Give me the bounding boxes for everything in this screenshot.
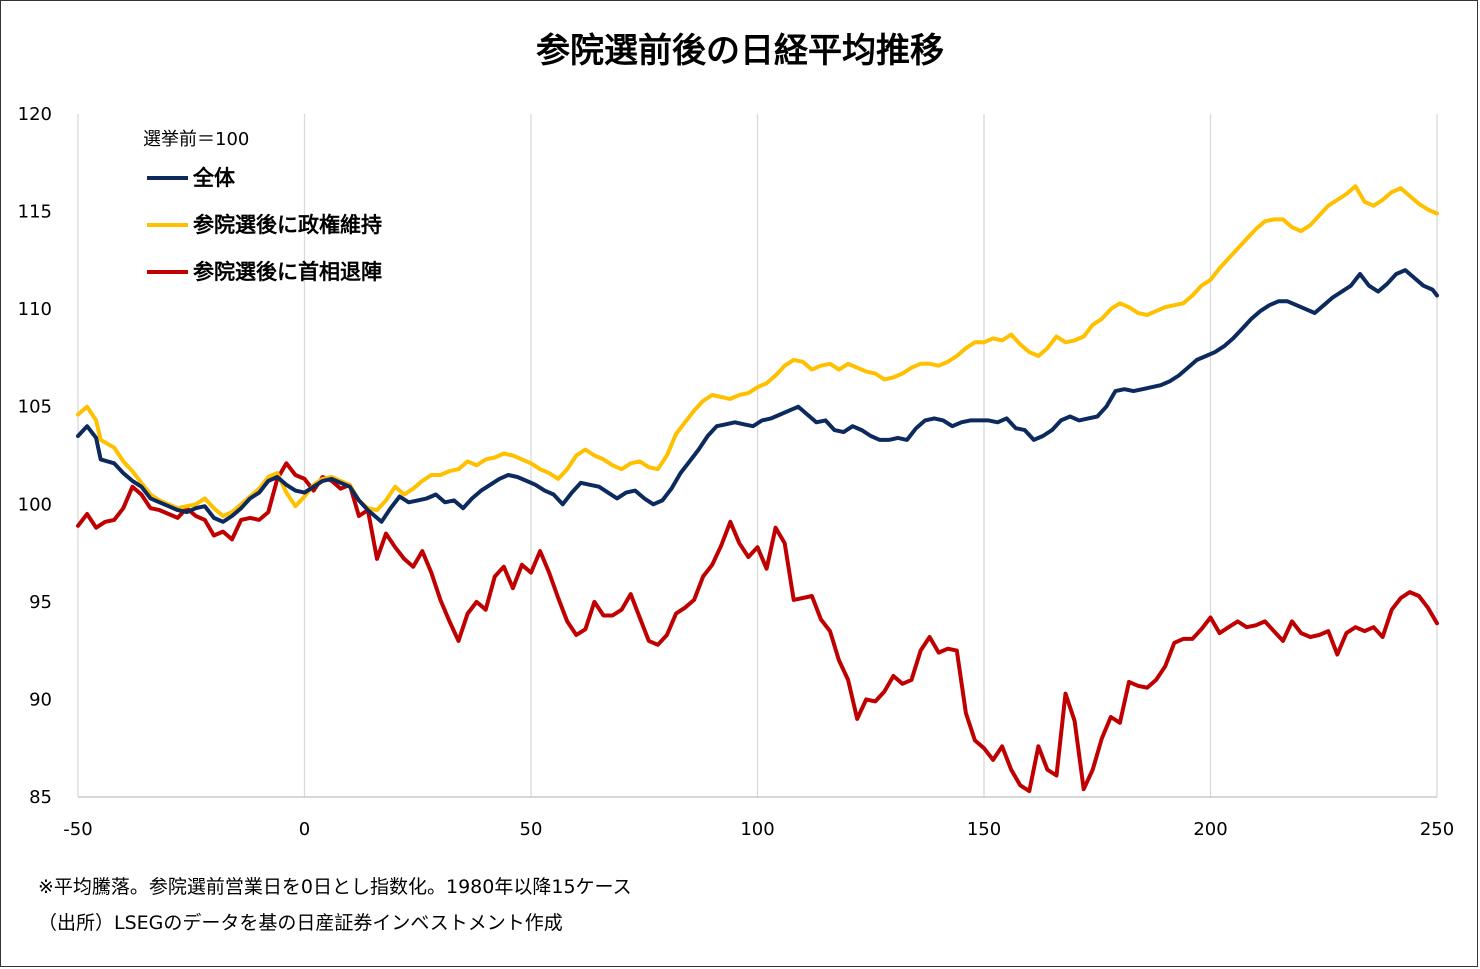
y-tick-label: 120: [18, 104, 52, 125]
series-lines: [76, 184, 1439, 794]
y-tick-label: 105: [18, 397, 52, 418]
x-tick-label: 200: [1193, 819, 1227, 840]
y-tick-label: 85: [29, 787, 52, 808]
x-axis-ticks: -50 0 50 100 150 200 250: [63, 819, 1454, 840]
footnote: ※平均騰落。参院選前営業日を0日とし指数化。1980年以降15ケース: [38, 876, 632, 898]
legend-label-0: 全体: [192, 166, 236, 190]
x-tick-label: 0: [299, 819, 310, 840]
x-tick-label: 100: [740, 819, 774, 840]
y-tick-label: 110: [18, 299, 52, 320]
y-tick-label: 95: [29, 592, 52, 613]
legend-note: 選挙前＝100: [143, 129, 249, 150]
y-tick-label: 90: [29, 689, 52, 710]
x-tick-label: -50: [63, 819, 92, 840]
legend-label-2: 参院選後に首相退陣: [193, 260, 382, 284]
y-axis-ticks: 120 115 110 105 100 95 90 85: [18, 104, 52, 808]
series-line-0: [76, 268, 1439, 524]
y-tick-label: 100: [18, 494, 52, 515]
gridlines: [77, 114, 1438, 798]
y-tick-label: 115: [18, 202, 52, 223]
x-tick-label: 50: [520, 819, 543, 840]
series-line-2: [76, 461, 1439, 794]
x-tick-label: 250: [1420, 819, 1454, 840]
x-tick-label: 150: [967, 819, 1001, 840]
series-line-1: [76, 184, 1439, 518]
source-note: （出所）LSEGのデータを基の日産証券インベストメント作成: [38, 912, 563, 934]
chart-title: 参院選前後の日経平均推移: [536, 31, 944, 71]
legend-label-1: 参院選後に政権維持: [193, 213, 382, 237]
